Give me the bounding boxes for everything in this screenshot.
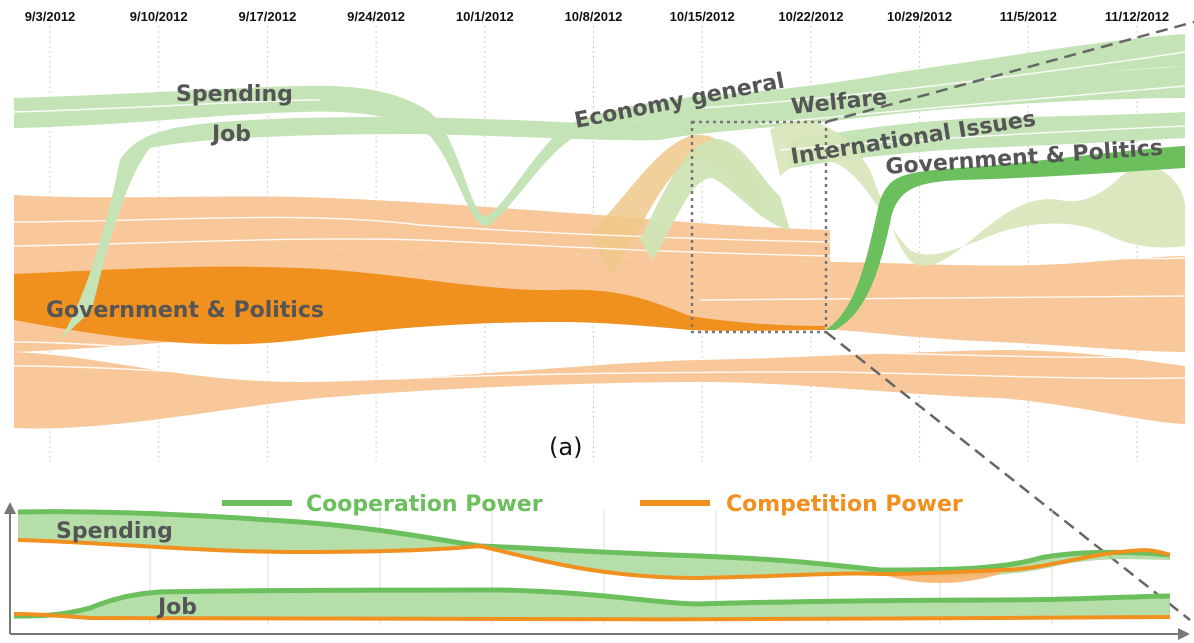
date-tick-label: 9/24/2012 — [347, 9, 405, 24]
cooperation-bundle — [13, 34, 1186, 340]
date-tick-label: 10/1/2012 — [456, 9, 514, 24]
green-band-welfare — [770, 120, 1185, 267]
gov-politics-orange-stream — [14, 266, 825, 345]
x-axis-arrow-icon — [1178, 628, 1190, 640]
date-axis-labels: 9/3/2012 9/10/2012 9/17/2012 9/24/2012 10/1/… — [25, 9, 1169, 24]
job-cooperation-fill — [60, 590, 1170, 620]
orange-band-economy-link — [588, 134, 760, 276]
green-band-international — [790, 112, 1185, 168]
gov-politics-green-stream — [825, 146, 1185, 330]
date-tick-label: 11/12/2012 — [1105, 9, 1169, 24]
date-tick-label: 10/15/2012 — [670, 9, 735, 24]
green-separators — [13, 51, 1186, 151]
detail-chart: Spending Job — [4, 502, 1190, 640]
date-tick-label: 9/3/2012 — [25, 9, 76, 24]
figure-caption-a: (a) — [549, 433, 582, 461]
zoom-guide-lower — [825, 331, 1191, 621]
zoom-guide-upper — [825, 20, 1194, 124]
legend-label-competition: Competition Power — [726, 492, 963, 517]
spending-competition-line — [17, 538, 1171, 581]
green-band-spending — [14, 34, 1185, 226]
y-axis-arrow-icon — [4, 502, 16, 514]
date-tick-label: 9/10/2012 — [130, 9, 188, 24]
job-competition-line — [13, 612, 1171, 622]
label-job: Job — [210, 122, 251, 147]
spending-cooperation-fill — [18, 511, 1170, 579]
green-band-economy-general — [640, 139, 790, 260]
job-cooperation-line — [13, 587, 1171, 619]
detail-label-spending: Spending — [56, 519, 173, 544]
date-tick-label: 10/29/2012 — [887, 9, 952, 24]
date-tick-label: 11/5/2012 — [1000, 9, 1057, 24]
detail-label-job: Job — [156, 595, 197, 620]
orange-separators — [13, 216, 1186, 380]
orange-band-bottom — [14, 350, 1185, 429]
date-tick-label: 9/17/2012 — [238, 9, 296, 24]
legend: Cooperation Power Competition Power — [222, 492, 963, 517]
zoom-region-box — [690, 120, 828, 334]
green-band-job — [60, 66, 1185, 340]
spending-cooperation-line — [17, 509, 1171, 573]
legend-label-cooperation: Cooperation Power — [306, 492, 543, 517]
competition-bundle — [13, 134, 1186, 429]
date-tick-label: 10/22/2012 — [778, 9, 843, 24]
label-government-politics-orange: Government & Politics — [46, 298, 324, 323]
date-tick-label: 10/8/2012 — [565, 9, 623, 24]
label-spending: Spending — [176, 82, 293, 107]
